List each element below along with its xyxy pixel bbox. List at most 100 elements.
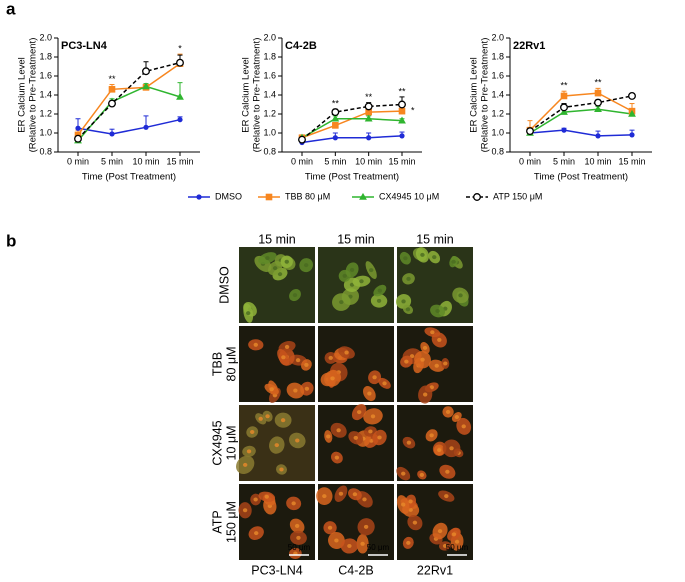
nucleus — [336, 428, 341, 433]
y-tick-label: 1.4 — [39, 89, 52, 99]
chart-title: C4-2B — [285, 40, 317, 52]
y-tick-label: 1.6 — [39, 70, 52, 80]
y-tick-label: 1.2 — [263, 108, 276, 118]
annotation: ** — [560, 81, 568, 91]
nucleus — [293, 388, 298, 393]
marker — [332, 135, 338, 141]
column-label: C4-2B — [338, 563, 373, 577]
nucleus — [406, 440, 412, 445]
y-tick-label: 1.6 — [491, 70, 504, 80]
column-label: 22Rv1 — [417, 563, 453, 577]
y-tick-label: 2.0 — [263, 32, 276, 42]
y-tick-label: 0.8 — [263, 146, 276, 156]
x-tick-label: 5 min — [101, 156, 123, 166]
nucleus — [401, 471, 406, 476]
nucleus — [334, 455, 340, 460]
panel-label: b — [6, 231, 16, 250]
y-tick-label: 1.0 — [39, 127, 52, 137]
micrograph — [318, 247, 394, 323]
series-line — [77, 85, 181, 142]
legend-label: TBB 80 μM — [285, 191, 330, 201]
nucleus — [304, 386, 310, 391]
row-label: 10 μM — [224, 426, 238, 461]
micrograph — [239, 326, 315, 403]
marker — [560, 92, 568, 100]
nucleus — [242, 462, 248, 467]
x-tick-label: 10 min — [584, 156, 611, 166]
chart-title: PC3-LN4 — [61, 40, 108, 52]
nucleus — [437, 529, 443, 534]
marker — [399, 133, 405, 139]
annotation: ** — [108, 74, 116, 84]
x-tick-label: 5 min — [324, 156, 346, 166]
nucleus — [432, 255, 437, 260]
y-tick-label: 1.6 — [263, 70, 276, 80]
marker — [74, 134, 82, 143]
nucleus — [265, 414, 270, 419]
annotation: ** — [332, 99, 340, 109]
annotation: ** — [365, 92, 373, 102]
series-line — [77, 61, 181, 140]
nucleus — [445, 409, 451, 414]
marker — [366, 135, 372, 141]
nucleus — [349, 267, 355, 272]
nucleus — [435, 308, 440, 313]
nucleus — [406, 276, 411, 281]
nucleus — [436, 448, 442, 453]
nucleus — [422, 345, 428, 350]
column-label: PC3-LN4 — [251, 563, 302, 577]
y-tick-label: 2.0 — [491, 32, 504, 42]
nucleus — [403, 256, 408, 261]
x-tick-label: 15 min — [618, 156, 645, 166]
nucleus — [242, 508, 248, 513]
marker — [177, 117, 183, 123]
nucleus — [264, 494, 269, 499]
marker — [142, 82, 150, 90]
y-axis-title: (Relative to Pre-Treatment) — [28, 38, 39, 153]
marker — [560, 108, 568, 115]
marker — [176, 58, 184, 67]
nucleus — [347, 543, 352, 548]
image-background — [318, 326, 394, 402]
legend-label: DMSO — [215, 191, 242, 201]
y-tick-label: 1.2 — [491, 108, 504, 118]
nucleus — [444, 494, 449, 499]
series-line — [301, 103, 403, 141]
micrograph — [318, 403, 394, 481]
y-axis-title: ER Calcium Level — [241, 57, 252, 133]
marker — [142, 67, 150, 76]
marker — [331, 108, 340, 117]
nucleus — [344, 350, 349, 355]
x-tick-label: 10 min — [132, 156, 159, 166]
nucleus — [451, 532, 457, 537]
nucleus — [253, 342, 258, 347]
marker — [594, 89, 602, 97]
nucleus — [277, 272, 283, 277]
marker — [331, 114, 340, 122]
y-axis-title: ER Calcium Level — [469, 57, 480, 133]
nucleus — [284, 344, 290, 349]
nucleus — [294, 523, 300, 528]
x-tick-label: 0 min — [291, 156, 313, 166]
legend-marker — [265, 193, 273, 201]
y-tick-label: 1.0 — [491, 127, 504, 137]
nucleus — [420, 357, 425, 362]
x-tick-label: 10 min — [355, 156, 382, 166]
marker — [365, 108, 372, 116]
column-header: 15 min — [337, 232, 375, 246]
chart-title: 22Rv1 — [513, 40, 545, 52]
nucleus — [327, 525, 333, 530]
nucleus — [279, 467, 284, 472]
micrograph — [239, 247, 315, 323]
marker — [398, 107, 406, 115]
micrograph — [397, 326, 473, 404]
nucleus — [304, 362, 309, 367]
annotation: * — [178, 44, 182, 54]
marker — [595, 133, 601, 139]
marker — [108, 99, 116, 108]
nucleus — [420, 252, 425, 257]
nucleus — [412, 520, 418, 525]
nucleus — [419, 472, 425, 477]
series-line — [529, 129, 633, 137]
nucleus — [352, 492, 358, 497]
